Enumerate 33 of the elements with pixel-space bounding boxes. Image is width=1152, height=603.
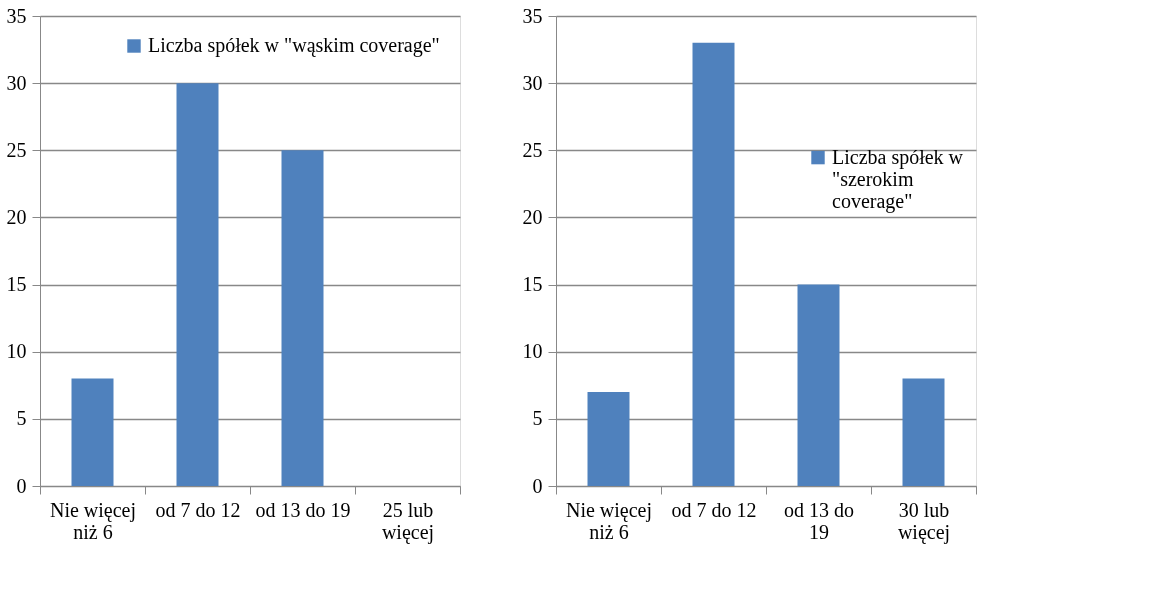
bar (692, 42, 735, 486)
y-tick-label: 5 (16, 407, 27, 430)
bar (281, 150, 324, 486)
legend-label: Liczba spółek w "szerokim coverage" (832, 145, 964, 213)
bar (176, 83, 219, 486)
legend-label: Liczba spółek w "wąskim coverage" (148, 34, 440, 57)
y-tick-label: 30 (6, 71, 27, 94)
y-tick-label: 20 (522, 205, 543, 228)
y-tick-label: 20 (6, 205, 27, 228)
y-tick-label: 35 (6, 4, 27, 27)
x-tick-label: Nie więcej niż 6 (565, 498, 653, 543)
y-tick-label: 10 (522, 340, 543, 363)
x-tick-label: od 7 do 12 (155, 498, 241, 521)
x-tick-label: od 13 do 19 (784, 498, 854, 543)
x-tick-label: 25 lub więcej (381, 498, 435, 544)
y-tick-label: 25 (522, 138, 543, 161)
x-tick-label: od 7 do 12 (671, 498, 757, 521)
y-tick-label: 10 (6, 340, 27, 363)
x-tick-label: 30 lub więcej (897, 498, 951, 544)
y-tick-label: 0 (16, 474, 27, 497)
x-tick-label: Nie więcej niż 6 (49, 498, 137, 543)
y-tick-label: 25 (6, 138, 27, 161)
bar (587, 392, 630, 486)
y-tick-label: 30 (522, 71, 543, 94)
y-tick-label: 35 (522, 4, 543, 27)
bar (71, 378, 114, 486)
y-tick-label: 15 (522, 273, 543, 296)
y-tick-label: 0 (532, 474, 543, 497)
x-tick-label: od 13 do 19 (255, 498, 351, 521)
y-tick-label: 5 (532, 407, 543, 430)
y-tick-label: 15 (6, 273, 27, 296)
bar (902, 378, 945, 486)
bar (797, 284, 840, 486)
